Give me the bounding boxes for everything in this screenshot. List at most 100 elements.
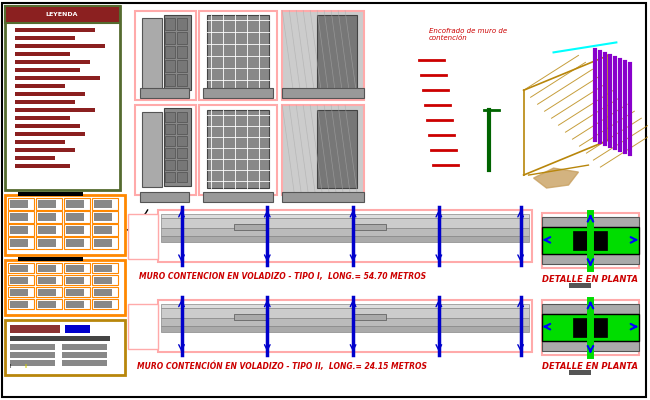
Bar <box>15 164 70 168</box>
Bar <box>282 88 364 98</box>
Bar <box>8 275 34 285</box>
Bar <box>203 192 273 202</box>
Bar <box>38 289 56 296</box>
Bar <box>36 299 62 309</box>
Bar <box>66 277 84 284</box>
Bar <box>177 172 187 182</box>
Bar <box>282 10 364 100</box>
Bar <box>64 299 90 309</box>
Bar <box>64 263 90 273</box>
Bar <box>62 360 107 366</box>
Bar <box>164 18 175 30</box>
Bar <box>177 32 187 44</box>
Bar <box>541 314 640 341</box>
Bar <box>10 213 28 221</box>
Bar <box>15 84 65 88</box>
Bar <box>38 200 56 208</box>
Bar <box>282 192 364 202</box>
Bar <box>36 287 62 297</box>
Bar <box>15 116 70 120</box>
Text: I: I <box>10 364 12 368</box>
Bar <box>15 68 80 72</box>
Bar <box>10 200 28 208</box>
Bar <box>10 239 28 247</box>
Bar <box>64 224 90 236</box>
Bar <box>177 160 187 170</box>
Bar <box>38 277 56 284</box>
Bar <box>164 108 192 186</box>
Bar <box>66 265 84 272</box>
Bar <box>10 344 55 350</box>
Bar <box>92 263 118 273</box>
Bar <box>8 224 34 236</box>
Bar <box>15 156 55 160</box>
Bar <box>142 18 162 90</box>
Bar <box>177 124 187 134</box>
Bar <box>94 239 112 247</box>
Bar <box>15 60 90 64</box>
Bar <box>207 16 269 93</box>
Bar <box>164 16 192 90</box>
Bar <box>15 28 95 32</box>
Bar <box>140 192 190 202</box>
Bar <box>94 213 112 221</box>
Bar <box>235 224 266 230</box>
Bar <box>10 277 28 284</box>
Text: LEYENDA: LEYENDA <box>46 12 78 17</box>
Bar <box>92 224 118 236</box>
Bar <box>10 265 28 272</box>
Bar <box>94 289 112 296</box>
Bar <box>92 275 118 285</box>
Bar <box>15 140 65 144</box>
Bar <box>5 6 120 190</box>
Bar <box>161 236 528 242</box>
Bar <box>164 160 175 170</box>
Bar <box>36 224 62 236</box>
Bar <box>10 289 28 296</box>
Bar <box>541 227 640 254</box>
Bar <box>541 213 640 268</box>
Bar <box>94 265 112 272</box>
Bar <box>15 36 75 40</box>
Bar <box>317 110 357 188</box>
Bar <box>161 228 528 236</box>
Bar <box>541 254 640 264</box>
Bar <box>10 360 55 366</box>
Bar <box>177 46 187 58</box>
Bar <box>66 226 84 234</box>
Bar <box>62 352 107 358</box>
Bar <box>66 239 84 247</box>
Bar <box>62 344 107 350</box>
Text: II: II <box>25 364 28 368</box>
Text: DETALLE EN PLANTA: DETALLE EN PLANTA <box>543 362 638 370</box>
Bar <box>65 325 90 333</box>
Bar <box>235 314 266 320</box>
Bar <box>8 287 34 297</box>
Bar <box>15 52 70 56</box>
Bar <box>5 320 125 374</box>
Bar <box>354 314 386 320</box>
Bar <box>177 148 187 158</box>
Bar <box>10 352 55 358</box>
Text: MURO CONTENCION EN VOLADIZO - TIPO I,  LONG.= 54.70 METROS: MURO CONTENCION EN VOLADIZO - TIPO I, LO… <box>138 272 426 281</box>
Bar <box>92 211 118 223</box>
Bar <box>36 275 62 285</box>
Bar <box>282 105 364 195</box>
Text: MURO CONTENCIÓN EN VOLADIZO - TIPO II,  LONG.= 24.15 METROS: MURO CONTENCIÓN EN VOLADIZO - TIPO II, L… <box>137 362 427 371</box>
Bar <box>64 211 90 223</box>
Bar <box>135 10 196 100</box>
Bar <box>541 304 640 314</box>
Bar <box>142 112 162 187</box>
Bar <box>38 301 56 308</box>
Bar <box>177 136 187 146</box>
Bar <box>541 217 640 227</box>
Bar <box>36 263 62 273</box>
Bar <box>157 300 532 352</box>
Bar <box>177 60 187 72</box>
Bar <box>203 88 273 98</box>
Bar <box>127 304 157 349</box>
Bar <box>8 299 34 309</box>
Bar <box>64 198 90 210</box>
Bar <box>66 213 84 221</box>
Bar <box>573 231 607 250</box>
